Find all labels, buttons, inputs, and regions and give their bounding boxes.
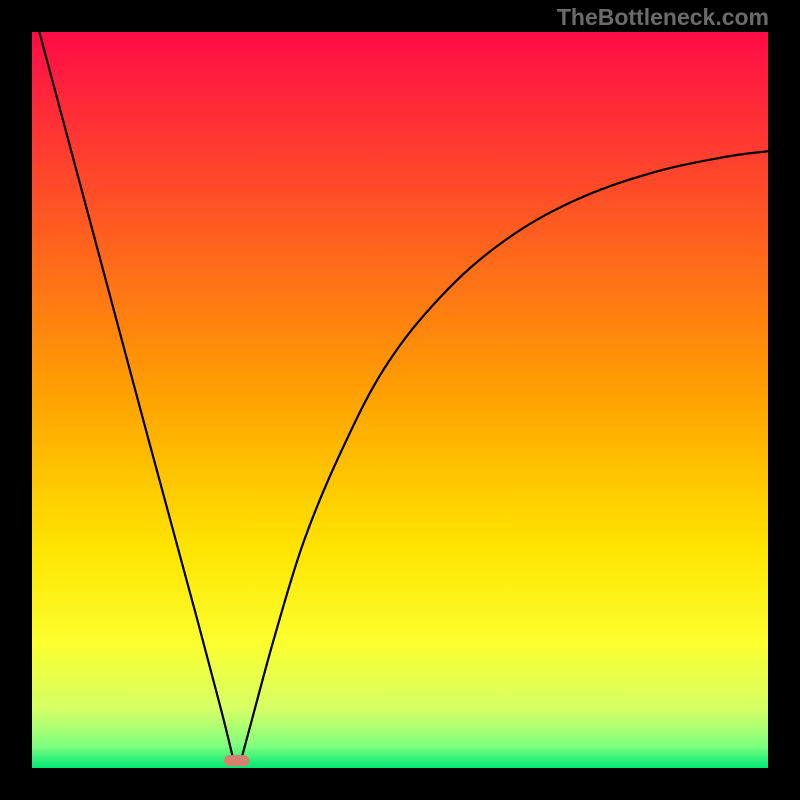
curve-left-branch bbox=[39, 32, 232, 755]
vertex-marker bbox=[224, 755, 249, 766]
watermark-text: TheBottleneck.com bbox=[557, 4, 769, 31]
curve-right-branch bbox=[243, 151, 769, 755]
bottleneck-curve bbox=[0, 0, 800, 800]
chart-frame: TheBottleneck.com bbox=[0, 0, 800, 800]
